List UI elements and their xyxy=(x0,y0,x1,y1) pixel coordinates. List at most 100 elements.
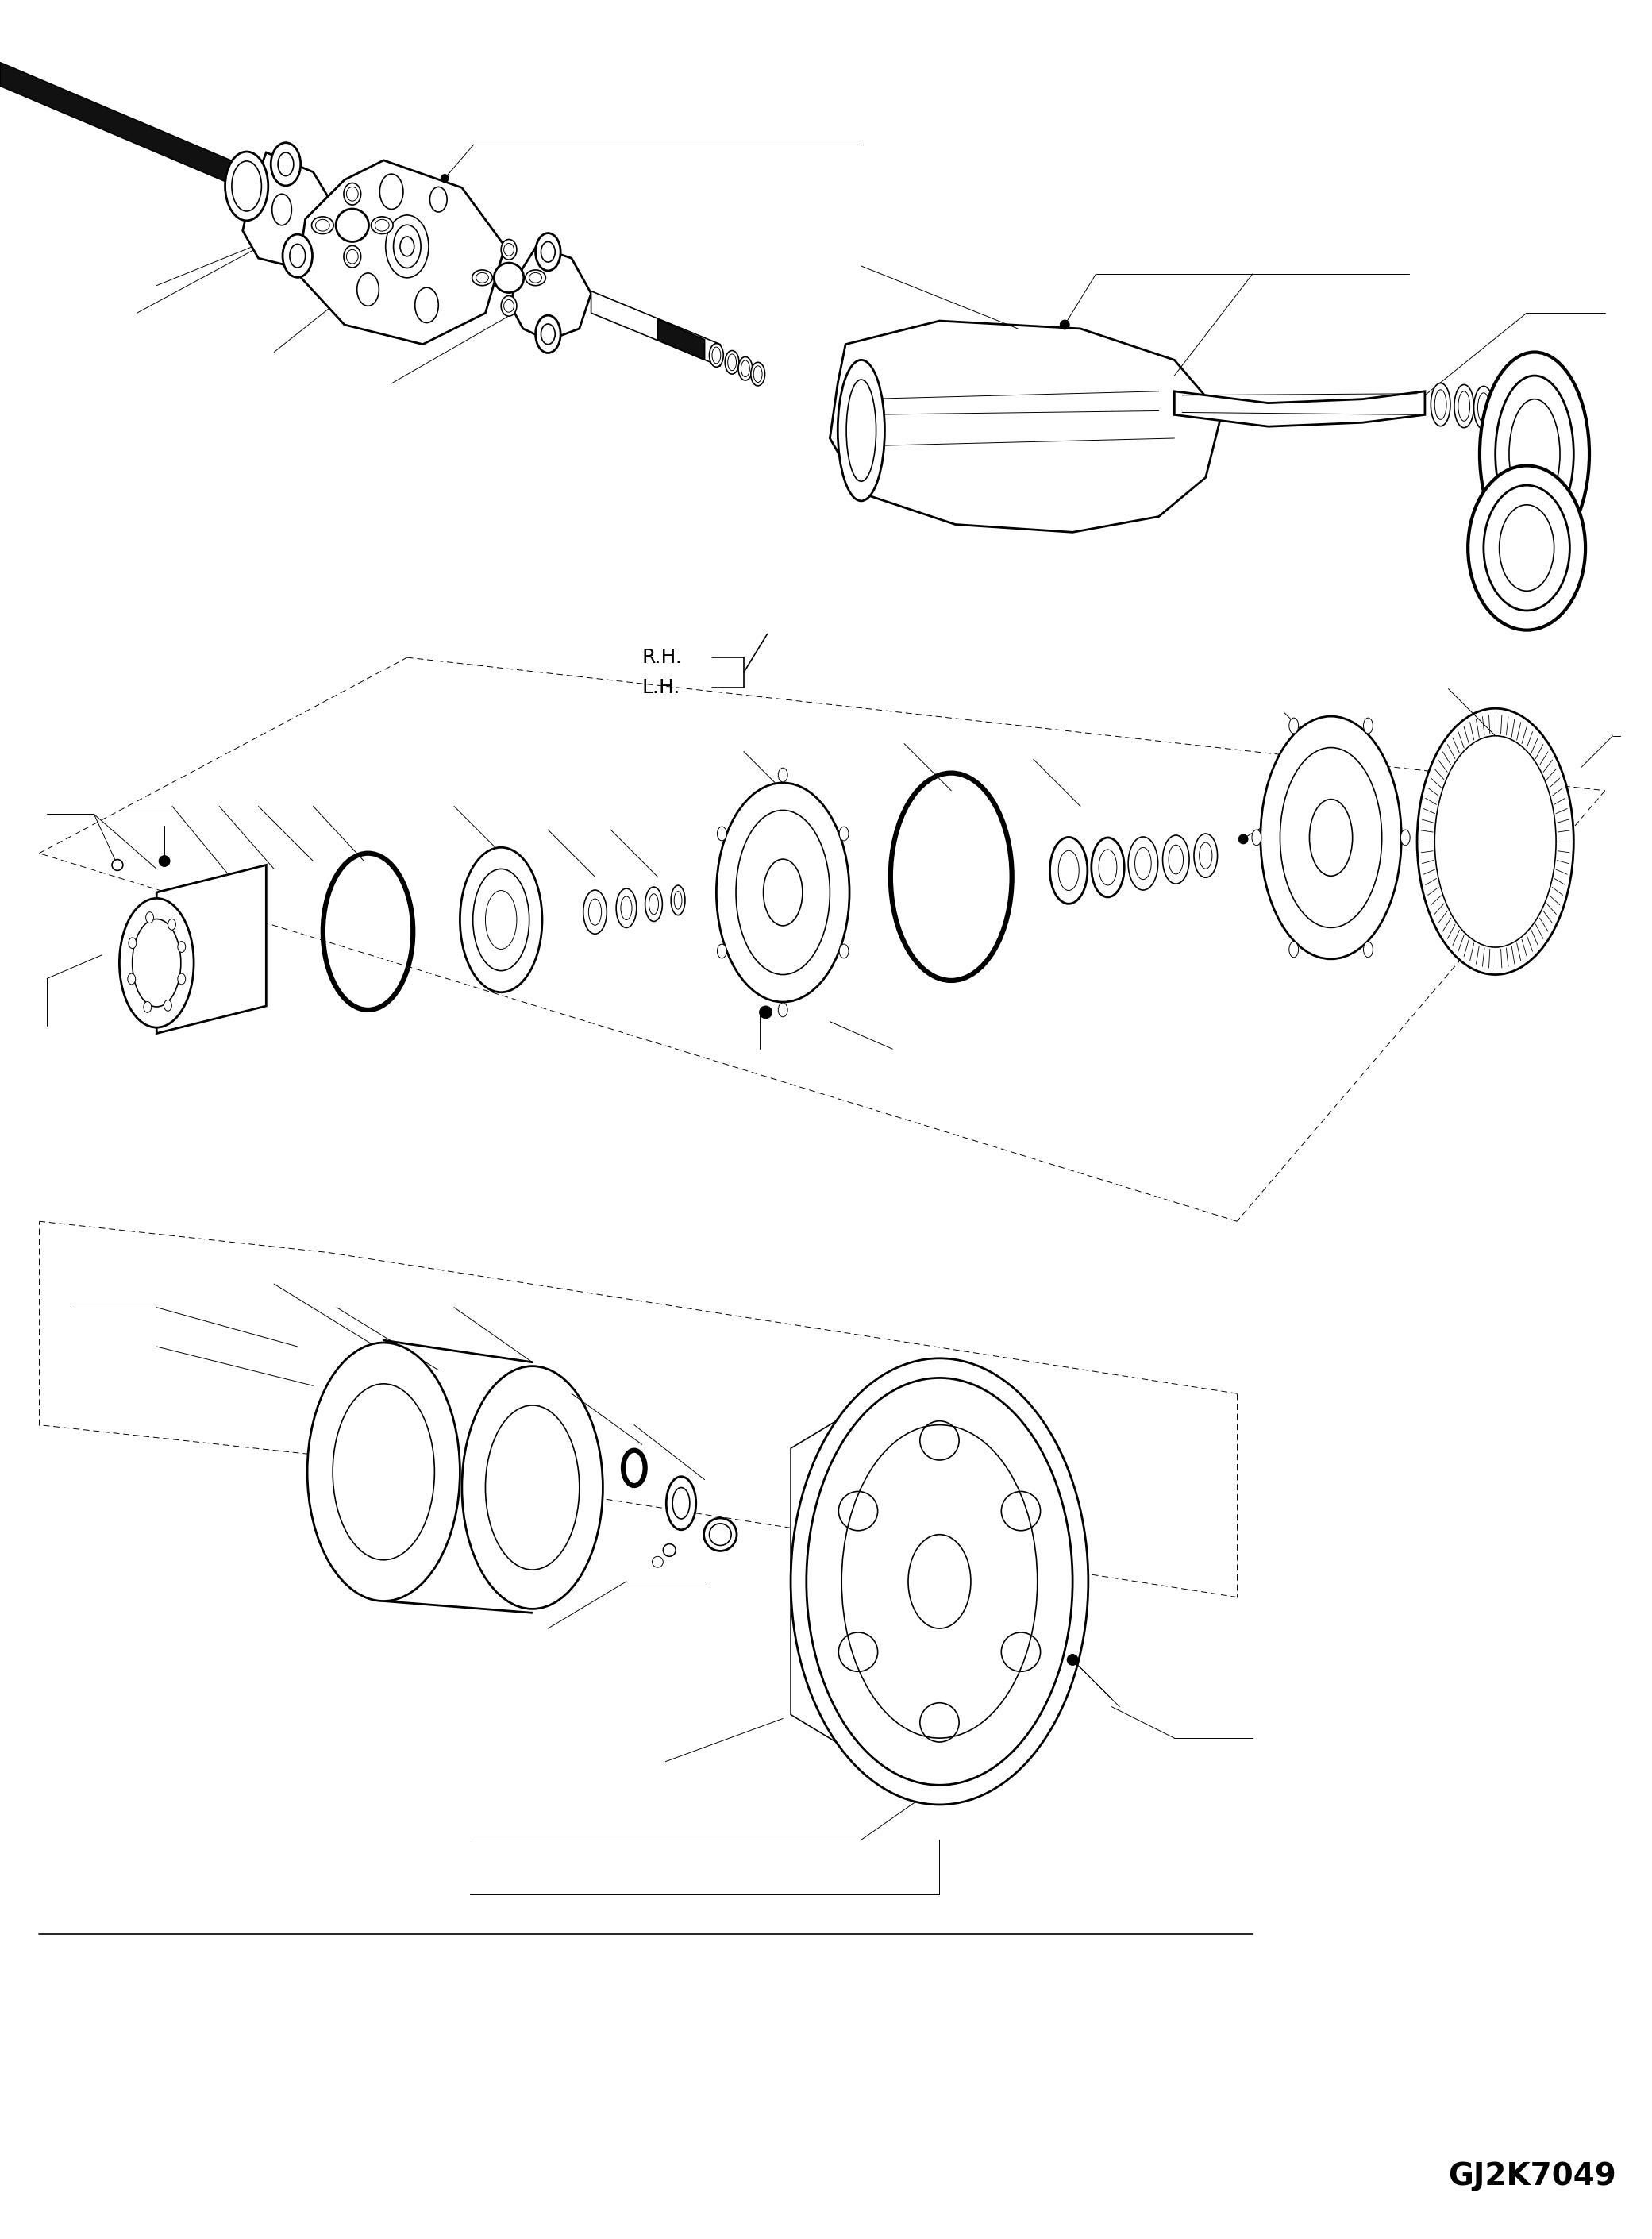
Ellipse shape xyxy=(1474,385,1493,430)
Ellipse shape xyxy=(778,1003,788,1017)
Polygon shape xyxy=(1175,392,1426,425)
Ellipse shape xyxy=(1495,376,1574,533)
Ellipse shape xyxy=(494,262,524,293)
Ellipse shape xyxy=(712,347,720,363)
Ellipse shape xyxy=(540,325,555,345)
Ellipse shape xyxy=(380,175,403,208)
Ellipse shape xyxy=(129,938,137,949)
Polygon shape xyxy=(297,161,506,345)
Ellipse shape xyxy=(621,896,633,920)
Polygon shape xyxy=(0,63,258,195)
Ellipse shape xyxy=(791,1359,1089,1805)
Ellipse shape xyxy=(476,273,489,282)
Ellipse shape xyxy=(1135,849,1151,880)
Polygon shape xyxy=(829,320,1221,533)
Ellipse shape xyxy=(717,784,849,1003)
Ellipse shape xyxy=(144,1001,152,1012)
Ellipse shape xyxy=(1260,716,1401,958)
Ellipse shape xyxy=(674,891,682,909)
Ellipse shape xyxy=(164,1001,172,1012)
Ellipse shape xyxy=(372,217,393,233)
Ellipse shape xyxy=(778,768,788,781)
Ellipse shape xyxy=(385,215,428,278)
Ellipse shape xyxy=(282,235,312,278)
Ellipse shape xyxy=(1199,842,1213,869)
Polygon shape xyxy=(591,291,720,367)
Ellipse shape xyxy=(393,224,421,269)
Ellipse shape xyxy=(704,1518,737,1552)
Ellipse shape xyxy=(1163,835,1189,884)
Ellipse shape xyxy=(231,161,261,210)
Ellipse shape xyxy=(1289,943,1298,958)
Ellipse shape xyxy=(1310,799,1353,875)
Ellipse shape xyxy=(178,974,185,985)
Ellipse shape xyxy=(501,296,517,316)
Ellipse shape xyxy=(717,826,727,840)
Ellipse shape xyxy=(763,860,803,925)
Ellipse shape xyxy=(535,316,560,354)
Ellipse shape xyxy=(357,273,378,307)
Ellipse shape xyxy=(1363,943,1373,958)
Circle shape xyxy=(1239,835,1247,844)
Ellipse shape xyxy=(725,352,738,374)
Ellipse shape xyxy=(132,918,180,1008)
Ellipse shape xyxy=(1454,385,1474,428)
Ellipse shape xyxy=(1508,399,1559,508)
Ellipse shape xyxy=(750,363,765,385)
Ellipse shape xyxy=(289,244,306,269)
Ellipse shape xyxy=(525,271,545,287)
Ellipse shape xyxy=(1469,466,1586,629)
Ellipse shape xyxy=(430,186,448,213)
Ellipse shape xyxy=(1051,837,1087,905)
Ellipse shape xyxy=(347,186,358,202)
Ellipse shape xyxy=(1194,833,1218,878)
Polygon shape xyxy=(157,864,266,1034)
Ellipse shape xyxy=(225,152,268,222)
Ellipse shape xyxy=(332,1384,434,1561)
Ellipse shape xyxy=(738,356,752,381)
Circle shape xyxy=(760,1005,771,1019)
Ellipse shape xyxy=(344,184,360,206)
Ellipse shape xyxy=(347,249,358,264)
Ellipse shape xyxy=(504,244,514,255)
Text: L.H.: L.H. xyxy=(643,678,681,696)
Ellipse shape xyxy=(344,246,360,269)
Ellipse shape xyxy=(145,911,154,922)
Ellipse shape xyxy=(1168,844,1183,873)
Ellipse shape xyxy=(1401,831,1411,846)
Ellipse shape xyxy=(1500,504,1555,591)
Ellipse shape xyxy=(335,208,368,242)
Ellipse shape xyxy=(501,240,517,260)
Ellipse shape xyxy=(486,891,517,949)
Ellipse shape xyxy=(672,1487,691,1518)
Ellipse shape xyxy=(1459,392,1470,421)
Ellipse shape xyxy=(839,826,849,840)
Ellipse shape xyxy=(1280,748,1381,927)
Ellipse shape xyxy=(806,1377,1072,1784)
Ellipse shape xyxy=(472,869,529,972)
Ellipse shape xyxy=(1059,851,1079,891)
Ellipse shape xyxy=(583,891,606,934)
Ellipse shape xyxy=(666,1476,695,1529)
Ellipse shape xyxy=(540,242,555,262)
Ellipse shape xyxy=(616,889,636,927)
Ellipse shape xyxy=(112,860,122,871)
Ellipse shape xyxy=(486,1406,580,1570)
Ellipse shape xyxy=(119,898,193,1028)
Polygon shape xyxy=(791,1359,940,1805)
Circle shape xyxy=(1067,1655,1079,1666)
Ellipse shape xyxy=(735,811,829,974)
Ellipse shape xyxy=(671,884,686,916)
Ellipse shape xyxy=(463,1366,603,1610)
Ellipse shape xyxy=(709,1523,732,1545)
Text: R.H.: R.H. xyxy=(643,647,682,667)
Ellipse shape xyxy=(459,846,542,992)
Ellipse shape xyxy=(841,1424,1037,1737)
Text: GJ2K7049: GJ2K7049 xyxy=(1449,2161,1616,2192)
Ellipse shape xyxy=(646,887,662,922)
Polygon shape xyxy=(510,246,591,340)
Ellipse shape xyxy=(1363,719,1373,734)
Ellipse shape xyxy=(846,381,876,481)
Ellipse shape xyxy=(662,1545,676,1556)
Ellipse shape xyxy=(529,273,542,282)
